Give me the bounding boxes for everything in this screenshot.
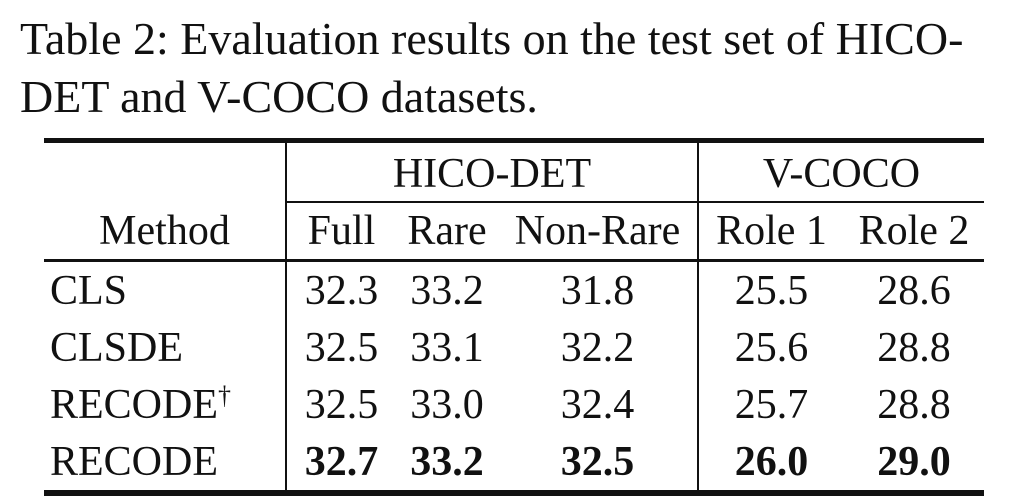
non-rare-cell: 32.4 (560, 381, 635, 428)
method-name: RECODE (50, 438, 218, 485)
group-header-v-coco: V-COCO (697, 138, 984, 203)
column-header-role-1: Role 1 (697, 202, 844, 261)
table-caption: Table 2: Evaluation results on the test … (20, 13, 964, 122)
results-table: HICO-DET V-COCO Method Full Rare Non-Rar… (44, 138, 984, 496)
role-1-cell: 26.0 (697, 433, 844, 496)
group-header-hico-det: HICO-DET (285, 138, 698, 203)
column-header-full: Full (285, 202, 396, 261)
role-2-cell: 28.8 (877, 381, 951, 428)
column-header-role-2: Role 2 (858, 208, 970, 254)
table-row: RECODE† 32.5 33.0 32.4 25.7 28.8 (44, 376, 984, 433)
role-1-cell: 25.6 (697, 319, 844, 376)
rare-cell: 33.2 (396, 433, 498, 496)
column-header-method: Method (99, 207, 230, 254)
method-cell: CLS (44, 259, 286, 319)
full-cell: 32.3 (285, 259, 396, 319)
table-row: CLSDE 32.5 33.1 32.2 25.6 28.8 (44, 319, 984, 376)
role-1-cell: 25.7 (697, 376, 844, 433)
role-2-cell: 28.6 (844, 259, 984, 319)
method-name: CLSDE (50, 324, 184, 371)
rare-cell: 33.1 (410, 324, 484, 371)
method-cell: RECODE† (44, 376, 286, 433)
rare-cell: 33.2 (396, 259, 498, 319)
non-rare-cell: 32.2 (560, 324, 635, 371)
group-header-row: HICO-DET V-COCO (44, 138, 984, 203)
full-cell: 32.7 (285, 433, 396, 496)
role-2-cell: 29.0 (844, 433, 984, 496)
table-row: RECODE 32.7 33.2 32.5 26.0 29.0 (44, 433, 984, 496)
column-header-non-rare: Non-Rare (514, 208, 681, 254)
table-row: CLS 32.3 33.2 31.8 25.5 28.6 (44, 259, 984, 319)
column-header-row: Method Full Rare Non-Rare Role 1 Role 2 (44, 202, 984, 261)
method-cell: RECODE (44, 433, 286, 496)
non-rare-cell: 32.5 (498, 433, 698, 496)
non-rare-cell: 31.8 (498, 259, 698, 319)
method-cell: CLSDE (44, 319, 286, 376)
rare-cell: 33.0 (410, 381, 484, 428)
method-name: RECODE (50, 381, 218, 428)
method-name: CLS (50, 267, 128, 314)
full-cell: 32.5 (285, 376, 396, 433)
full-cell: 32.5 (285, 319, 396, 376)
role-1-cell: 25.5 (697, 259, 844, 319)
column-header-rare: Rare (407, 208, 487, 254)
empty-header-cell (44, 138, 286, 202)
role-2-cell: 28.8 (877, 324, 951, 371)
method-mark: † (218, 380, 231, 410)
